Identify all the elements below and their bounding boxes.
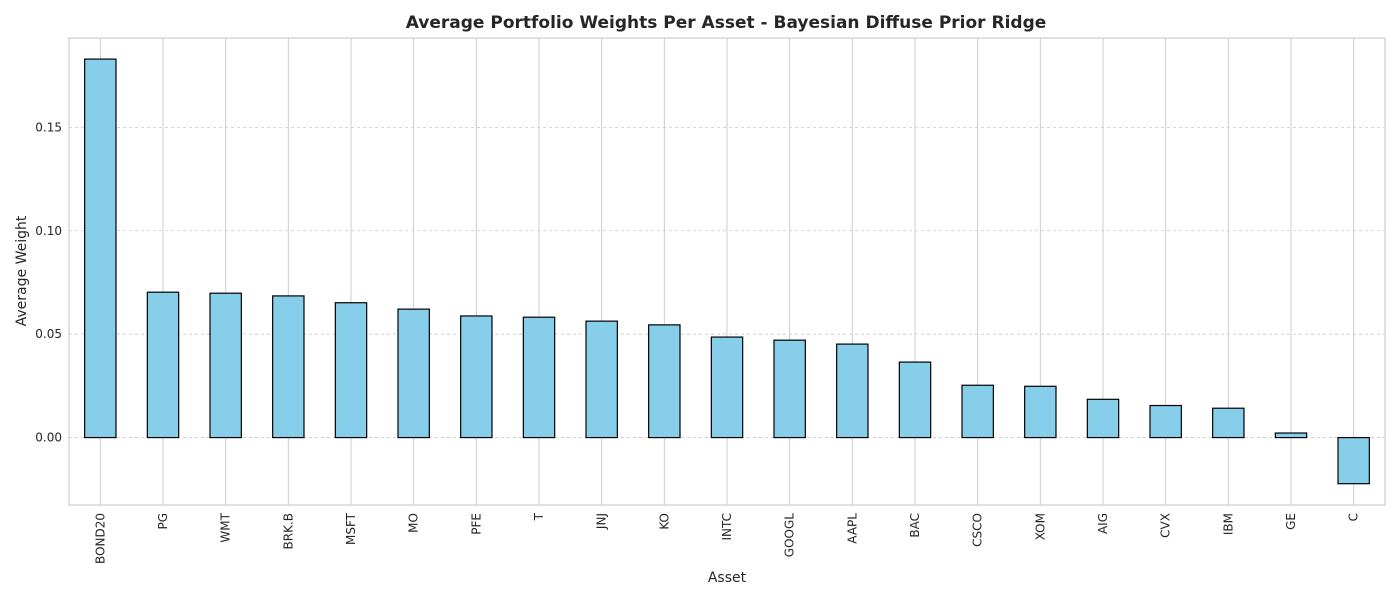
x-tick-label: AAPL [845, 513, 859, 544]
x-tick-label: AIG [1096, 513, 1110, 534]
x-tick-label: JNJ [595, 513, 609, 530]
bar [1274, 432, 1308, 439]
x-tick-label: WMT [219, 512, 233, 542]
chart-title: Average Portfolio Weights Per Asset - Ba… [406, 13, 1047, 33]
bar [84, 58, 117, 439]
bar [397, 308, 430, 439]
x-tick-label: GE [1284, 513, 1298, 530]
x-tick-label: PFE [469, 513, 483, 535]
bar [773, 339, 806, 439]
bar [710, 336, 744, 439]
x-tick-label: BRK.B [281, 513, 295, 550]
bar [1086, 398, 1120, 439]
x-tick-label: PG [156, 513, 170, 530]
bar [460, 315, 493, 439]
x-tick-label: CSCO [971, 513, 985, 547]
bar [898, 361, 932, 439]
bar [209, 292, 242, 439]
bar [272, 295, 305, 439]
x-tick-label: BOND20 [93, 513, 107, 564]
x-tick-label: CVX [1159, 513, 1173, 538]
y-tick-label: 0.10 [35, 224, 62, 238]
bar [648, 324, 681, 439]
y-tick-label: 0.15 [35, 120, 62, 134]
x-tick-label: C [1347, 513, 1361, 521]
bar [1212, 407, 1245, 439]
bar [1337, 436, 1370, 485]
bar [836, 343, 869, 439]
bar [961, 384, 994, 439]
y-tick-label: 0.00 [35, 431, 62, 445]
bar [146, 291, 180, 439]
x-tick-label: T [532, 512, 546, 521]
plot-frame [68, 37, 1386, 506]
x-tick-label: KO [657, 513, 671, 530]
x-tick-label: BAC [908, 513, 922, 538]
bar [1149, 404, 1182, 439]
x-tick-label: GOOGL [783, 513, 797, 557]
x-tick-label: MO [407, 513, 421, 533]
y-axis-label: Average Weight [14, 215, 30, 326]
x-tick-label: XOM [1033, 513, 1047, 540]
bar [585, 320, 618, 439]
bar [1024, 385, 1057, 439]
bar [334, 302, 368, 439]
bars-layer [84, 58, 1370, 485]
ticks-layer: 0.00 0.05 0.10 0.15 BOND20 PG WMT BRK.B MSFT MO PF… [35, 120, 1360, 564]
x-axis-label: Asset [708, 570, 747, 586]
y-tick-label: 0.05 [35, 327, 62, 341]
x-tick-label: INTC [720, 513, 734, 541]
x-tick-label: MSFT [344, 512, 358, 545]
bar [522, 316, 556, 439]
x-tick-label: IBM [1221, 513, 1235, 535]
